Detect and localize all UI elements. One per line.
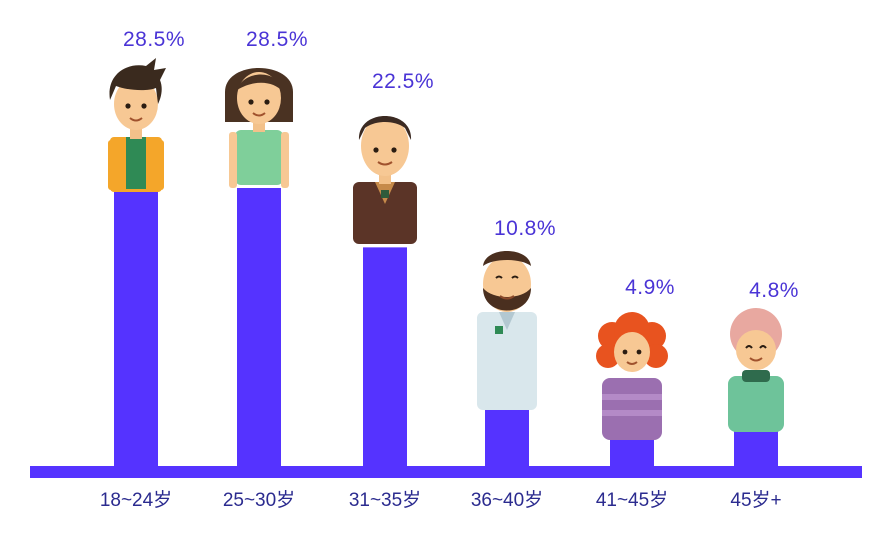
value-label: 4.8% (749, 279, 799, 302)
bearded-man-white-coat-icon (477, 251, 537, 410)
category-label: 18~24岁 (100, 489, 172, 511)
value-label: 28.5% (246, 28, 308, 51)
curly-red-hair-child-icon (596, 312, 668, 440)
value-label: 28.5% (123, 28, 185, 51)
category-label: 41~45岁 (596, 489, 668, 511)
value-label: 10.8% (494, 217, 556, 240)
young-man-yellow-jacket-icon (108, 58, 166, 192)
category-labels-group: 18~24岁 25~30岁 31~35岁 36~40岁 41~45岁 45岁+ (100, 489, 782, 511)
value-labels-group: 28.5% 28.5% 22.5% 10.8% 4.9% 4.8% (123, 28, 799, 302)
baseline-axis (30, 466, 862, 478)
bars-group (114, 188, 778, 470)
young-woman-green-top-icon (225, 68, 293, 188)
value-label: 22.5% (372, 70, 434, 93)
category-label: 31~35岁 (349, 489, 421, 511)
value-label: 4.9% (625, 276, 675, 299)
figures-group (108, 58, 784, 440)
man-brown-jacket-icon (353, 116, 417, 244)
category-label: 25~30岁 (223, 489, 295, 511)
bar (363, 247, 407, 470)
category-label: 45岁+ (730, 489, 781, 511)
category-label: 36~40岁 (471, 489, 543, 511)
elderly-woman-green-sweater-icon (728, 308, 784, 432)
bar (114, 188, 158, 470)
bar (237, 188, 281, 470)
